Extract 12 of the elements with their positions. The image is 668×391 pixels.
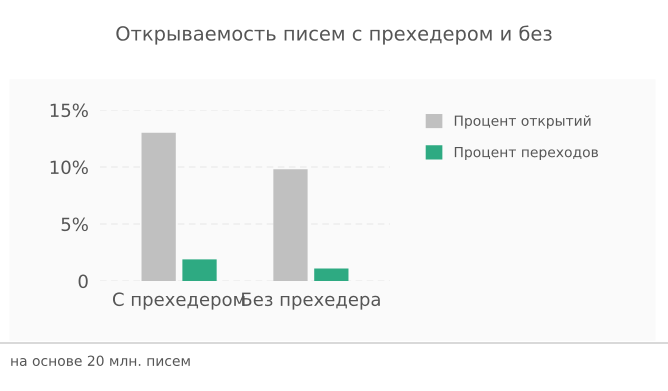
bar [142, 132, 176, 281]
bar [314, 268, 348, 281]
text: на основе 20 млн. писем [11, 356, 190, 366]
y-tick-label: 5% [62, 217, 88, 232]
y-tick-label: 15% [50, 103, 88, 118]
chart-title: Открываемость писем с прехедером и без [116, 25, 552, 45]
bar [273, 169, 308, 281]
y-tick-label: 10% [50, 160, 88, 174]
y-tick-label: 0 [78, 274, 88, 288]
legend-label: Процент переходов [454, 146, 598, 160]
legend-label: Процент открытий [454, 115, 590, 129]
bar [182, 259, 217, 281]
